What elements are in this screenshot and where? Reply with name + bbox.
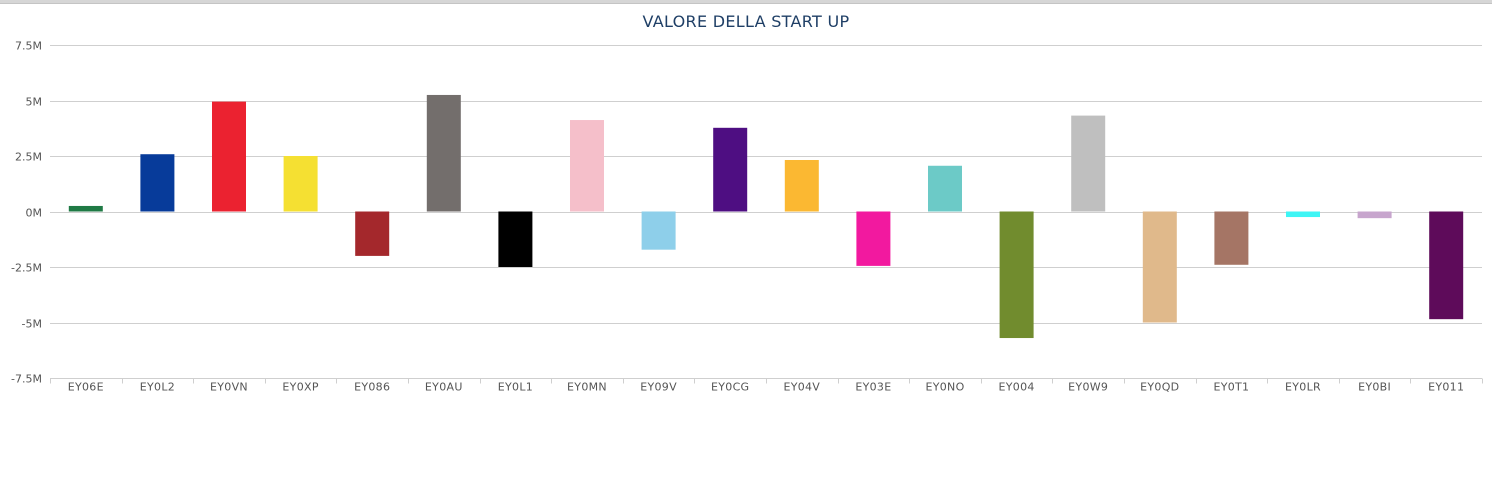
bar-ey0qd[interactable] <box>1142 211 1177 323</box>
x-tick-label: EY0XP <box>282 381 318 394</box>
bar-ey0bi[interactable] <box>1357 211 1392 219</box>
y-axis-ticks: -7.5M -5M -2.5M 0M 2.5M 5M 7.5M <box>11 40 42 386</box>
x-tick-label: EY0L1 <box>498 381 533 394</box>
bar-ey004[interactable] <box>999 211 1034 339</box>
x-tick-label: EY0NO <box>925 381 964 394</box>
x-tick-label: EY09V <box>640 381 677 394</box>
x-tick-label: EY03E <box>855 381 891 394</box>
top-border <box>0 0 1492 4</box>
bar-ey04v[interactable] <box>784 159 819 212</box>
bar-ey011[interactable] <box>1429 211 1464 320</box>
bar-ey0vn[interactable] <box>212 101 246 212</box>
bar-ey03e[interactable] <box>856 211 891 266</box>
y-tick-label: 2.5M <box>15 151 42 164</box>
bar-ey0w9[interactable] <box>1071 115 1106 212</box>
bar-ey0l2[interactable] <box>140 154 175 212</box>
bar-ey0l1[interactable] <box>498 211 533 268</box>
y-tick-label: 7.5M <box>15 40 42 53</box>
x-tick-label: EY06E <box>68 381 104 394</box>
x-tick-label: EY0QD <box>1140 381 1179 394</box>
x-tick-label: EY0MN <box>567 381 607 394</box>
x-tick-label: EY04V <box>783 381 820 394</box>
x-tick-label: EY011 <box>1428 381 1464 394</box>
bar-ey0mn[interactable] <box>570 120 604 212</box>
x-tick-label: EY004 <box>999 381 1035 394</box>
bars <box>68 94 1464 339</box>
x-tick-label: EY086 <box>354 381 390 394</box>
bar-ey0au[interactable] <box>426 94 461 212</box>
bar-ey09v[interactable] <box>641 211 676 250</box>
x-tick-label: EY0T1 <box>1213 381 1249 394</box>
bar-ey06e[interactable] <box>68 205 103 212</box>
bar-ey0lr[interactable] <box>1286 211 1320 218</box>
x-tick-label: EY0AU <box>425 381 463 394</box>
y-tick-label: 5M <box>26 96 43 109</box>
bar-ey0t1[interactable] <box>1214 211 1249 265</box>
x-tick-label: EY0BI <box>1358 381 1391 394</box>
y-tick-label: -5M <box>22 318 42 331</box>
bar-ey0no[interactable] <box>928 165 962 212</box>
bar-ey0xp[interactable] <box>283 156 318 212</box>
bar-ey0cg[interactable] <box>713 127 748 212</box>
x-tick-label: EY0VN <box>210 381 248 394</box>
x-tick-label: EY0W9 <box>1068 381 1108 394</box>
chart-title: VALORE DELLA START UP <box>642 12 850 31</box>
x-tick-label: EY0LR <box>1285 381 1321 394</box>
y-tick-label: -7.5M <box>11 373 42 386</box>
bar-ey086[interactable] <box>355 211 390 256</box>
y-tick-label: -2.5M <box>11 262 42 275</box>
gridlines <box>50 45 1482 379</box>
x-tick-label: EY0CG <box>711 381 749 394</box>
x-tick-label: EY0L2 <box>140 381 175 394</box>
x-axis: EY06E EY0L2 EY0VN EY0XP EY086 EY0AU EY0L1 EY0MN… <box>50 378 1483 394</box>
y-tick-label: 0M <box>26 207 43 220</box>
